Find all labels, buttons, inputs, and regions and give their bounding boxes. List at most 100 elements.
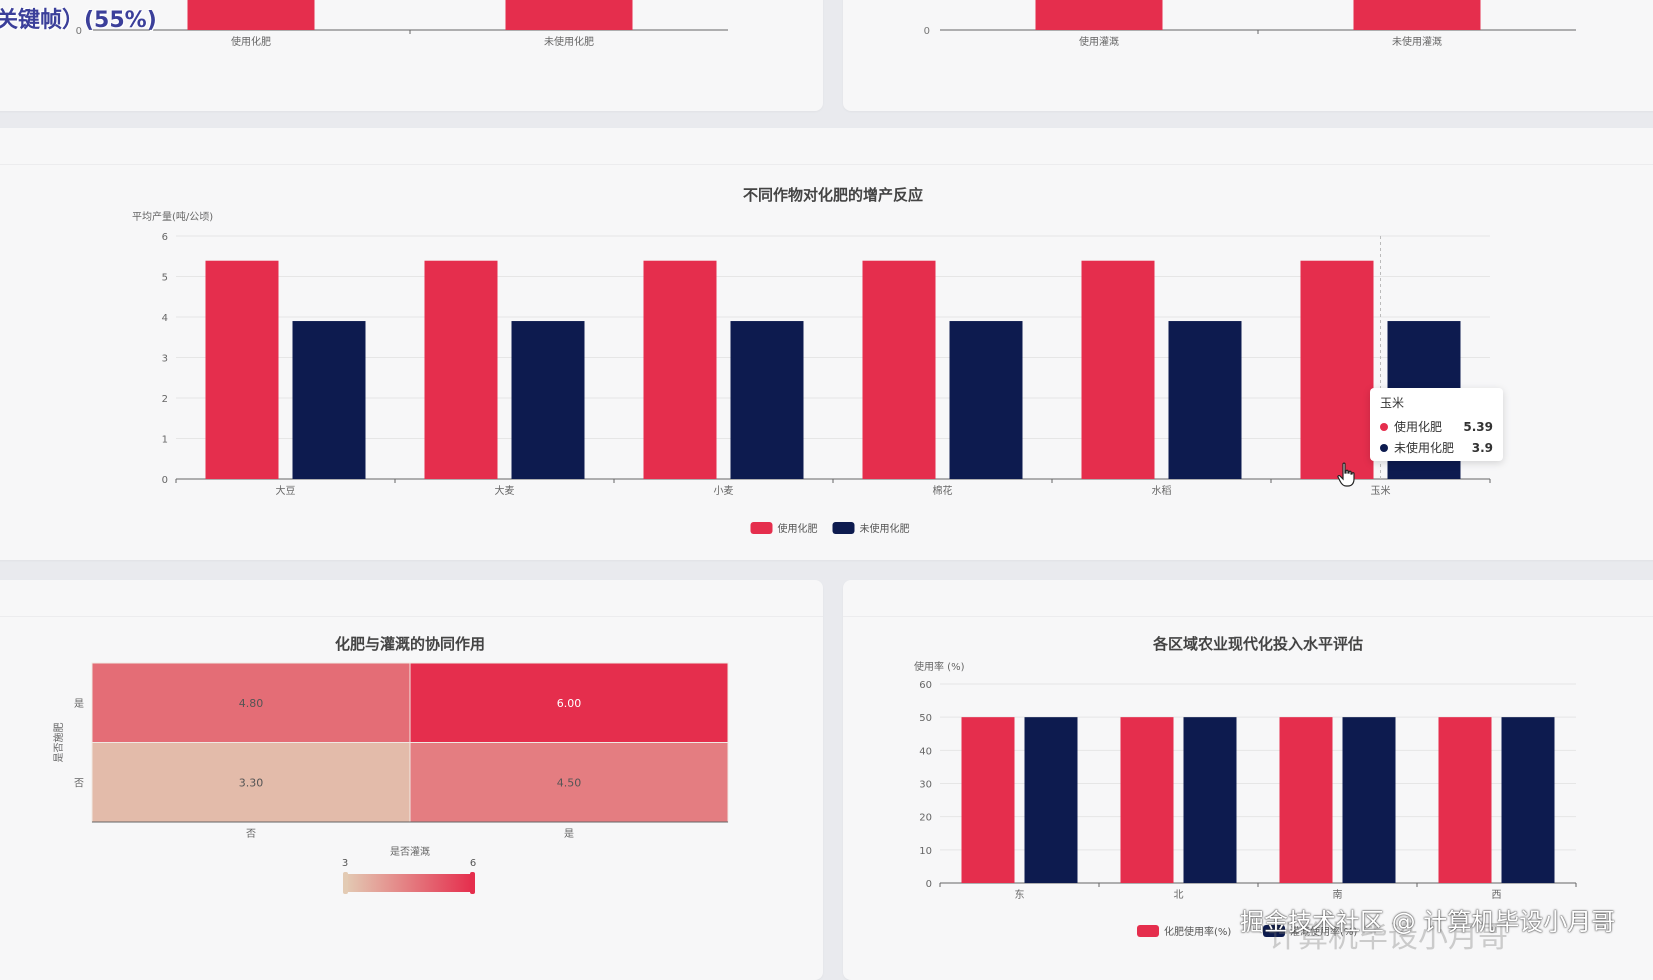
legend-label: 使用化肥 bbox=[778, 522, 818, 535]
heatmap-cell-label: 6.00 bbox=[557, 697, 582, 710]
y-tick-label: 40 bbox=[919, 746, 932, 757]
bar bbox=[1438, 717, 1492, 883]
bar bbox=[643, 260, 717, 479]
y-tick-label: 0 bbox=[162, 475, 168, 486]
bar bbox=[1081, 260, 1155, 479]
chart-title: 化肥与灌溉的协同作用 bbox=[335, 635, 485, 653]
x-tick-label: 小麦 bbox=[714, 485, 734, 497]
series-dot-icon bbox=[1380, 422, 1388, 431]
y-tick-label: 20 bbox=[919, 813, 932, 824]
x-tick-label: 是 bbox=[564, 828, 574, 840]
bar bbox=[1035, 0, 1163, 30]
x-tick-label: 否 bbox=[246, 828, 256, 840]
y-tick-label: 50 bbox=[919, 713, 932, 724]
chart-title: 不同作物对化肥的增产反应 bbox=[743, 186, 923, 204]
series-dot-icon bbox=[1380, 443, 1388, 452]
heatmap-cell bbox=[91, 742, 411, 823]
x-tick-label: 南 bbox=[1333, 888, 1343, 901]
card-divider bbox=[843, 616, 1653, 617]
x-tick-label: 大麦 bbox=[495, 484, 515, 497]
card-divider bbox=[0, 616, 823, 617]
bar bbox=[1168, 321, 1242, 479]
heatmap-cell-label: 4.80 bbox=[239, 697, 264, 710]
bar bbox=[1300, 260, 1374, 479]
bar bbox=[1120, 717, 1174, 883]
heatmap-cell-label: 4.50 bbox=[557, 776, 582, 789]
x-tick-label: 棉花 bbox=[933, 484, 953, 497]
tooltip-series-value: 5.39 bbox=[1463, 419, 1493, 434]
bar bbox=[1353, 0, 1481, 30]
y-axis-label: 平均产量(吨/公顷) bbox=[132, 210, 213, 223]
x-tick-label: 玉米 bbox=[1371, 484, 1391, 497]
fertilizer-top-card bbox=[0, 0, 823, 111]
y-tick-label: 否 bbox=[74, 777, 84, 789]
bar bbox=[1342, 717, 1396, 883]
tooltip-row: 使用化肥 5.39 bbox=[1380, 416, 1493, 437]
visual-map-handle bbox=[470, 872, 475, 894]
hand-pointer-icon bbox=[1337, 462, 1355, 487]
y-tick-label: 0 bbox=[926, 879, 932, 890]
y-axis-label: 是否施肥 bbox=[52, 723, 65, 763]
bar bbox=[505, 0, 633, 30]
x-tick-label: 水稻 bbox=[1152, 485, 1172, 497]
legend-swatch bbox=[832, 522, 855, 534]
bar bbox=[1279, 717, 1333, 883]
bar bbox=[511, 321, 585, 479]
bar bbox=[292, 321, 366, 479]
x-tick-label: 使用化肥 bbox=[231, 35, 271, 48]
x-tick-label: 未使用化肥 bbox=[544, 35, 594, 48]
bar bbox=[862, 260, 936, 479]
y-tick-label: 0 bbox=[924, 26, 930, 37]
y-tick-label: 60 bbox=[919, 680, 932, 691]
legend-swatch bbox=[1263, 925, 1285, 937]
bar bbox=[961, 717, 1015, 883]
y-tick-label: 6 bbox=[162, 232, 168, 243]
visual-map-min-label: 3 bbox=[342, 858, 348, 869]
legend-label: 未使用化肥 bbox=[860, 522, 910, 535]
visual-map-bar bbox=[345, 874, 473, 892]
heatmap-cell bbox=[409, 662, 729, 743]
tooltip-row: 未使用化肥 3.9 bbox=[1380, 437, 1493, 458]
legend-swatch bbox=[750, 522, 773, 534]
y-axis-label: 使用率 (%) bbox=[914, 660, 965, 673]
y-tick-label: 1 bbox=[162, 435, 168, 446]
x-tick-label: 西 bbox=[1492, 890, 1502, 901]
legend-label: 灌溉使用率(%) bbox=[1290, 925, 1357, 938]
tooltip-title: 玉米 bbox=[1380, 396, 1405, 410]
bar bbox=[424, 260, 498, 479]
visual-map-max-label: 6 bbox=[470, 858, 476, 869]
bar bbox=[1501, 717, 1555, 883]
heatmap-cell bbox=[409, 742, 729, 823]
chart-title: 各区域农业现代化投入水平评估 bbox=[1152, 635, 1363, 653]
tooltip-series-name: 使用化肥 bbox=[1394, 420, 1443, 434]
chart-tooltip: 玉米 使用化肥 5.39 未使用化肥 3.9 bbox=[1370, 388, 1503, 461]
x-tick-label: 北 bbox=[1174, 889, 1184, 901]
bar bbox=[1183, 717, 1237, 883]
irrigation-top-card bbox=[843, 0, 1653, 111]
y-tick-label: 5 bbox=[162, 273, 168, 284]
bar bbox=[1024, 717, 1078, 883]
y-tick-label: 0 bbox=[76, 26, 82, 37]
tooltip-series-name: 未使用化肥 bbox=[1394, 441, 1455, 455]
legend-label: 化肥使用率(%) bbox=[1164, 925, 1231, 938]
visual-map-handle bbox=[343, 872, 348, 894]
x-tick-label: 使用灌溉 bbox=[1079, 35, 1119, 48]
y-tick-label: 是 bbox=[74, 698, 84, 710]
legend-swatch bbox=[1137, 925, 1159, 937]
watermark-ghost: 计算机毕设小月哥 bbox=[1268, 920, 1508, 955]
heatmap-cell-label: 3.30 bbox=[239, 776, 264, 789]
x-tick-label: 未使用灌溉 bbox=[1392, 35, 1442, 48]
card-divider bbox=[0, 164, 1653, 165]
x-tick-label: 大豆 bbox=[276, 484, 296, 497]
bar bbox=[730, 321, 804, 479]
bar bbox=[205, 260, 279, 479]
bar bbox=[187, 0, 315, 30]
x-axis-label: 是否灌溉 bbox=[390, 845, 430, 858]
x-tick-label: 东 bbox=[1015, 888, 1025, 901]
y-tick-label: 10 bbox=[919, 846, 932, 857]
y-tick-label: 30 bbox=[919, 780, 932, 791]
tooltip-series-value: 3.9 bbox=[1471, 440, 1493, 455]
bar bbox=[949, 321, 1023, 479]
y-tick-label: 2 bbox=[162, 394, 168, 405]
